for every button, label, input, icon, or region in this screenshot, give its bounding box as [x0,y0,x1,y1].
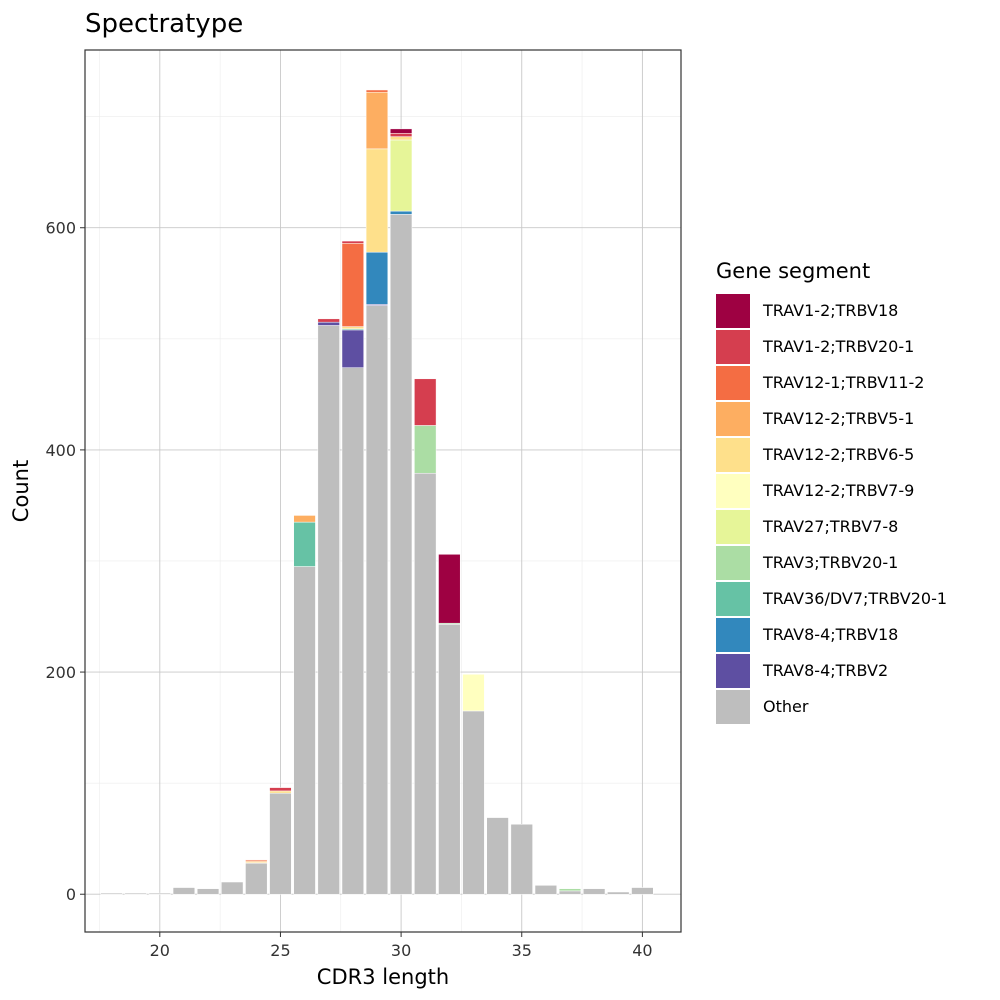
bar-segment [317,321,340,326]
legend-label: TRAV12-2;TRBV7-9 [762,481,914,500]
legend-label: TRAV1-2;TRBV18 [762,301,898,320]
legend-swatch [716,366,750,400]
x-tick-label: 35 [512,941,532,960]
legend-label: TRAV12-2;TRBV5-1 [762,409,914,428]
bar-segment [221,881,244,895]
bar-segment [438,624,461,895]
legend-label: TRAV8-4;TRBV18 [762,625,898,644]
legend-swatch [716,618,750,652]
bar-segment [534,885,557,895]
y-tick-label: 200 [45,663,76,682]
bar-segment [631,887,654,895]
bar-segment [341,329,364,368]
bar-segment [293,521,316,567]
bar-segment [389,214,413,895]
bar-segment [365,91,389,150]
y-axis-title: Count [9,460,33,522]
y-tick-label: 600 [45,219,76,238]
bar-segment [414,378,437,426]
legend-swatch [716,474,750,508]
bar-segment [269,790,292,794]
bar-segment [341,326,364,330]
bar-segment [196,888,220,895]
bar-segment [414,425,437,474]
y-tick-label: 400 [45,441,76,460]
legend-items: TRAV1-2;TRBV18 TRAV1-2;TRBV20-1 TRAV12-1;T… [716,294,947,724]
legend: Gene segment TRAV1-2;TRBV18 TRAV1-2;TRBV2… [716,259,947,724]
legend-swatch [716,582,750,616]
bar-segment [558,890,582,895]
bar-segment [341,367,364,895]
bar-segment [293,566,316,895]
bar-segment [341,243,364,327]
bar-segment [462,710,485,895]
legend-swatch [716,654,750,688]
bar-segment [317,318,340,323]
bar-segment [269,787,292,792]
legend-label: TRAV12-1;TRBV11-2 [762,373,924,392]
x-axis-title: CDR3 length [317,965,449,989]
chart-title: Spectratype [85,9,243,39]
bar-segment [317,325,340,895]
bar-segment [389,139,413,212]
bar-segment [100,892,123,895]
y-tick-label: 0 [66,885,76,904]
legend-swatch [716,438,750,472]
bar-segment [172,887,196,895]
legend-label: TRAV3;TRBV20-1 [762,553,898,572]
plot-area [84,49,682,933]
legend-swatch [716,294,750,328]
legend-label: TRAV12-2;TRBV6-5 [762,445,914,464]
bar-segment [558,888,582,892]
legend-label: TRAV36/DV7;TRBV20-1 [762,589,947,608]
bar-segment [389,128,413,134]
bar-segment [583,888,606,895]
legend-swatch [716,402,750,436]
bar-segment [389,210,413,215]
x-tick-label: 40 [632,941,652,960]
bar-segment [269,792,292,895]
bar-segment [607,891,630,895]
bar-segment [124,892,147,895]
bar-segment [414,472,437,895]
legend-label: Other [763,697,809,716]
bar-segment [245,862,268,895]
x-tick-label: 20 [150,941,170,960]
y-axis: 0 200 400 600 [45,219,85,904]
bar-segment [486,817,509,895]
bar-segment [462,674,485,712]
x-axis: 20 25 30 35 40 [150,932,653,960]
bars [100,89,654,895]
x-tick-label: 25 [270,941,290,960]
bar-segment [341,240,364,244]
legend-swatch [716,330,750,364]
bar-segment [365,251,389,305]
bar-segment [365,89,389,93]
bar-segment [389,133,413,137]
bar-segment [510,823,533,895]
x-tick-label: 30 [391,941,411,960]
bar-segment [365,305,389,895]
bar-segment [438,554,461,624]
legend-label: TRAV8-4;TRBV2 [762,661,888,680]
bar-segment [389,136,413,141]
legend-swatch [716,546,750,580]
bar-segment [148,892,171,895]
legend-title: Gene segment [716,259,870,283]
bar-segment [293,515,316,523]
legend-label: TRAV1-2;TRBV20-1 [762,337,914,356]
bar-segment [245,859,268,862]
legend-swatch [716,510,750,544]
legend-label: TRAV27;TRBV7-8 [762,517,898,536]
bar-segment [365,148,389,253]
legend-swatch [716,690,750,724]
plot-border [84,49,682,933]
